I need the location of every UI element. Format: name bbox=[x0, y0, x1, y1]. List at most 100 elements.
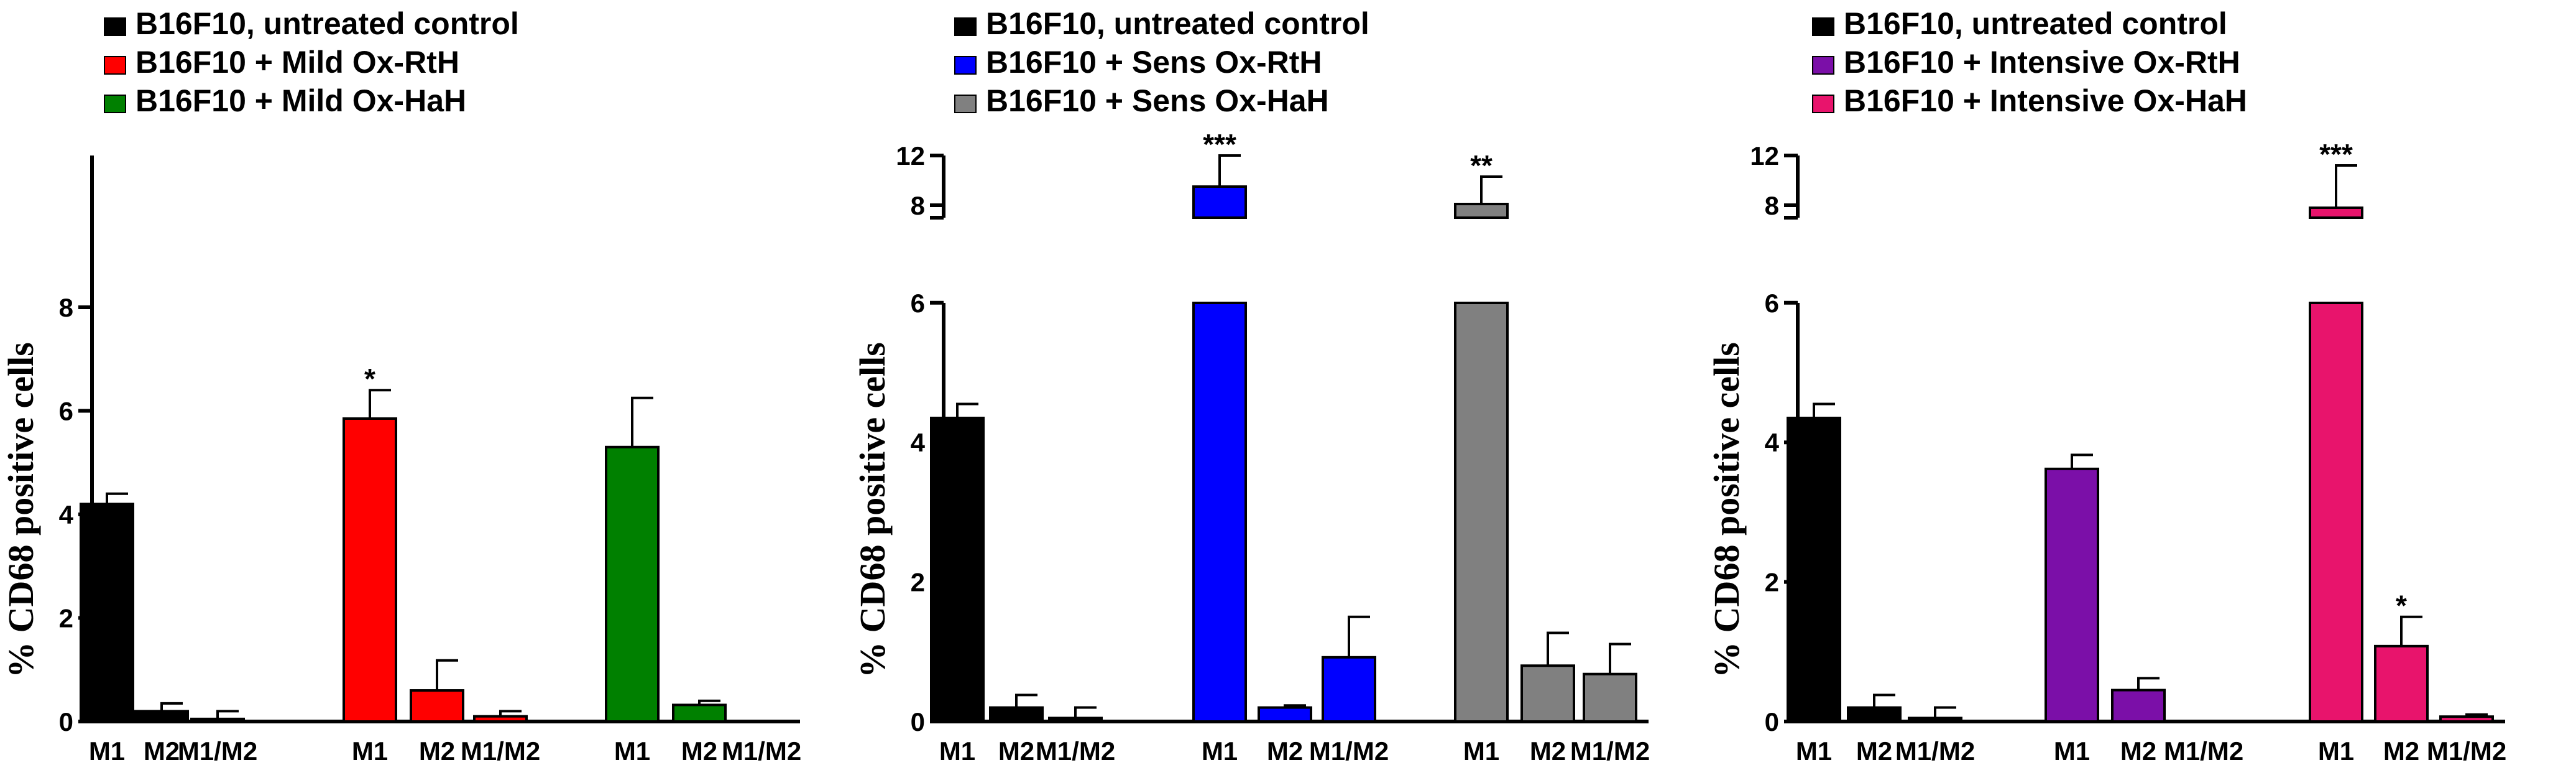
bar-upper bbox=[1192, 185, 1247, 219]
x-category-label: M1/M2 bbox=[1895, 736, 1975, 766]
y-tick-label: 2 bbox=[911, 568, 925, 597]
legend-swatch bbox=[104, 17, 126, 36]
legend-entry-label: B16F10 + Sens Ox-HaH bbox=[986, 83, 1329, 118]
y-tick-label: 6 bbox=[911, 289, 925, 318]
y-axis-title: % CD68 positive cells bbox=[1706, 342, 1747, 678]
x-category-label: M1/M2 bbox=[2164, 736, 2243, 766]
x-category-label: M1 bbox=[1463, 736, 1499, 766]
bar bbox=[605, 445, 660, 723]
legend-entry-label: B16F10, untreated control bbox=[986, 6, 1369, 41]
bar bbox=[1048, 717, 1103, 723]
legend-swatch bbox=[1812, 17, 1834, 36]
legend-swatch bbox=[1812, 95, 1834, 113]
bar-upper bbox=[1454, 203, 1509, 219]
legend-swatch bbox=[1812, 56, 1834, 75]
x-category-label: M1/M2 bbox=[2427, 736, 2506, 766]
x-category-label: M2 bbox=[2120, 736, 2156, 766]
legend: B16F10, untreated control B16F10 + Sens O… bbox=[954, 6, 1369, 118]
significance-marker: * bbox=[364, 363, 375, 395]
x-category-label: M2 bbox=[998, 736, 1034, 766]
legend-swatch bbox=[104, 95, 126, 113]
x-category-label: M1/M2 bbox=[1036, 736, 1115, 766]
bar bbox=[134, 710, 189, 723]
bar bbox=[2309, 302, 2363, 723]
bar bbox=[1258, 706, 1312, 723]
x-category-label: M1 bbox=[1202, 736, 1238, 766]
bar bbox=[2439, 715, 2494, 723]
y-tick-label: 12 bbox=[1750, 141, 1779, 170]
x-category-label: M1 bbox=[89, 736, 125, 766]
y-axis-title: % CD68 positive cells bbox=[1, 342, 41, 678]
significance-marker: *** bbox=[1203, 128, 1236, 160]
y-tick-label: 2 bbox=[59, 604, 73, 633]
x-category-label: M1 bbox=[352, 736, 388, 766]
x-category-label: M1/M2 bbox=[722, 736, 801, 766]
bar bbox=[2374, 644, 2429, 723]
legend-entry-label: B16F10 + Sens Ox-RtH bbox=[986, 45, 1322, 80]
legend: B16F10, untreated control B16F10 + Intens… bbox=[1812, 6, 2247, 118]
bar bbox=[343, 417, 397, 723]
x-category-label: M1 bbox=[2054, 736, 2090, 766]
bar bbox=[1454, 302, 1509, 723]
y-tick-label: 0 bbox=[1765, 707, 1779, 736]
y-tick-label: 0 bbox=[59, 707, 73, 736]
legend: B16F10, untreated control B16F10 + Mild O… bbox=[104, 6, 519, 118]
bar bbox=[473, 715, 528, 723]
bar bbox=[1520, 664, 1575, 723]
y-tick-label: 8 bbox=[1765, 191, 1779, 220]
bar bbox=[930, 416, 985, 723]
x-category-label: M1/M2 bbox=[1570, 736, 1650, 766]
bar bbox=[1322, 656, 1376, 723]
bar bbox=[2045, 467, 2099, 723]
bar bbox=[190, 717, 245, 723]
chart-panel-2: B16F10, untreated control B16F10 + Sens O… bbox=[852, 6, 1650, 766]
x-category-label: M1 bbox=[2318, 736, 2354, 766]
chart-panel-1: B16F10, untreated control B16F10 + Mild O… bbox=[1, 6, 801, 766]
x-category-label: M2 bbox=[1267, 736, 1303, 766]
x-category-label: M2 bbox=[1856, 736, 1892, 766]
x-category-label: M2 bbox=[419, 736, 455, 766]
legend-entry-label: B16F10 + Mild Ox-HaH bbox=[136, 83, 466, 118]
legend-entry-label: B16F10, untreated control bbox=[1844, 6, 2227, 41]
bar bbox=[80, 503, 134, 723]
bar-upper bbox=[2309, 207, 2363, 219]
legend-entry-label: B16F10, untreated control bbox=[136, 6, 519, 41]
x-category-label: M1 bbox=[1796, 736, 1832, 766]
y-tick-label: 6 bbox=[59, 397, 73, 426]
bar bbox=[1787, 416, 1841, 723]
y-tick-label: 6 bbox=[1765, 289, 1779, 318]
bar bbox=[672, 703, 727, 723]
legend-swatch bbox=[954, 95, 977, 113]
bar bbox=[2111, 689, 2166, 723]
x-category-label: M2 bbox=[2383, 736, 2419, 766]
bar bbox=[989, 706, 1044, 723]
bar bbox=[1908, 717, 1962, 723]
significance-marker: * bbox=[2396, 590, 2407, 622]
legend-swatch bbox=[954, 17, 977, 36]
x-category-label: M1/M2 bbox=[178, 736, 257, 766]
y-tick-label: 2 bbox=[1765, 568, 1779, 597]
y-tick-label: 4 bbox=[911, 428, 926, 457]
bar bbox=[1192, 302, 1247, 723]
legend-swatch bbox=[954, 56, 977, 75]
significance-marker: *** bbox=[2319, 138, 2353, 170]
legend-entry-label: B16F10 + Intensive Ox-HaH bbox=[1844, 83, 2247, 118]
y-tick-label: 8 bbox=[59, 293, 73, 322]
x-category-label: M2 bbox=[681, 736, 717, 766]
x-category-label: M2 bbox=[144, 736, 180, 766]
x-category-label: M1 bbox=[939, 736, 975, 766]
y-tick-label: 8 bbox=[911, 191, 925, 220]
x-category-label: M1/M2 bbox=[1309, 736, 1389, 766]
y-tick-label: 12 bbox=[896, 141, 925, 170]
significance-marker: ** bbox=[1470, 149, 1493, 182]
y-tick-label: 4 bbox=[1765, 428, 1780, 457]
x-category-label: M2 bbox=[1530, 736, 1566, 766]
legend-entry-label: B16F10 + Intensive Ox-RtH bbox=[1844, 45, 2240, 80]
y-axis-title: % CD68 positive cells bbox=[852, 342, 893, 678]
legend-entry-label: B16F10 + Mild Ox-RtH bbox=[136, 45, 459, 80]
bar bbox=[1583, 672, 1637, 723]
y-tick-label: 0 bbox=[911, 707, 925, 736]
x-category-label: M1 bbox=[614, 736, 650, 766]
y-tick-label: 4 bbox=[59, 500, 74, 529]
